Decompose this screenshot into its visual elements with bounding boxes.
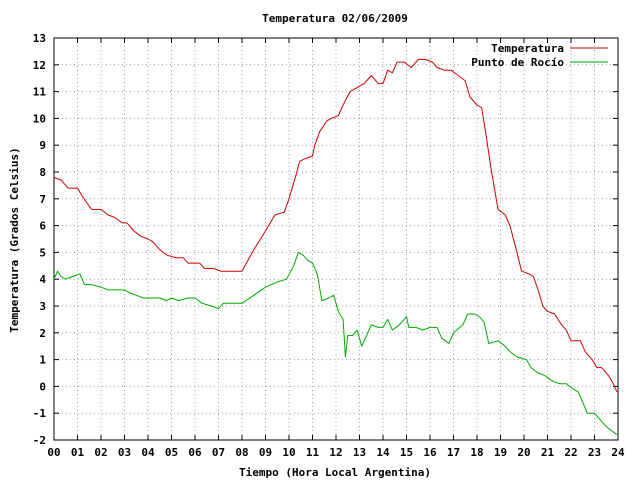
y-axis-label: Temperatura (Grados Celsius)	[8, 147, 21, 332]
x-tick-label: 15	[400, 446, 413, 459]
x-tick-label: 16	[423, 446, 437, 459]
y-tick-label: -2	[33, 434, 46, 447]
axis-layer: 00 01 02 03 04 05 06 07 08 09 10 11 12 13 14 15 16 17 18 19…	[33, 32, 625, 459]
y-tick-label: 6	[39, 220, 46, 233]
x-tick-label: 11	[306, 446, 320, 459]
y-tick-label: 9	[39, 139, 46, 152]
y-tick-label: 13	[33, 32, 46, 45]
x-tick-label: 18	[470, 446, 483, 459]
y-tick-label: 0	[39, 380, 46, 393]
y-tick-label: -1	[33, 407, 47, 420]
legend-label-punto-de-rocio: Punto de Rocío	[471, 56, 564, 69]
x-tick-label: 22	[564, 446, 577, 459]
y-tick-label: 7	[39, 193, 46, 206]
y-tick-label: 12	[33, 59, 46, 72]
y-tick-label: 1	[39, 354, 46, 367]
x-tick-label: 08	[235, 446, 248, 459]
x-tick-label: 02	[94, 446, 107, 459]
x-tick-label: 05	[165, 446, 178, 459]
y-tick-label: 10	[33, 112, 46, 125]
x-tick-label: 17	[447, 446, 460, 459]
x-tick-label: 13	[353, 446, 366, 459]
x-tick-label: 09	[259, 446, 272, 459]
y-tick-label: 5	[39, 246, 46, 259]
x-tick-label: 06	[188, 446, 202, 459]
x-tick-label: 12	[329, 446, 342, 459]
x-tick-label: 24	[611, 446, 625, 459]
x-tick-label: 04	[141, 446, 155, 459]
x-tick-label: 07	[212, 446, 225, 459]
legend-label-temperatura: Temperatura	[491, 42, 564, 55]
x-tick-label: 14	[376, 446, 390, 459]
x-tick-label: 21	[541, 446, 555, 459]
x-tick-label: 03	[118, 446, 131, 459]
x-tick-label: 19	[494, 446, 507, 459]
y-tick-label: 4	[39, 273, 46, 286]
chart-title: Temperatura 02/06/2009	[262, 12, 408, 25]
series-layer	[53, 58, 618, 436]
y-tick-label: 2	[39, 327, 46, 340]
y-tick-label: 3	[39, 300, 46, 313]
legend: Temperatura Punto de Rocío	[471, 42, 608, 69]
x-tick-label: 10	[282, 446, 295, 459]
x-tick-label: 20	[517, 446, 530, 459]
y-tick-label: 8	[39, 166, 46, 179]
series-line-temperatura	[53, 58, 618, 392]
x-tick-label: 23	[588, 446, 601, 459]
y-tick-label: 11	[33, 86, 47, 99]
series-line-punto-de-rocio	[53, 251, 618, 436]
plot-frame	[53, 37, 619, 441]
x-axis-label: Tiempo (Hora Local Argentina)	[239, 466, 431, 479]
x-tick-label: 01	[71, 446, 85, 459]
x-tick-label: 00	[47, 446, 60, 459]
grid-layer	[54, 38, 618, 440]
